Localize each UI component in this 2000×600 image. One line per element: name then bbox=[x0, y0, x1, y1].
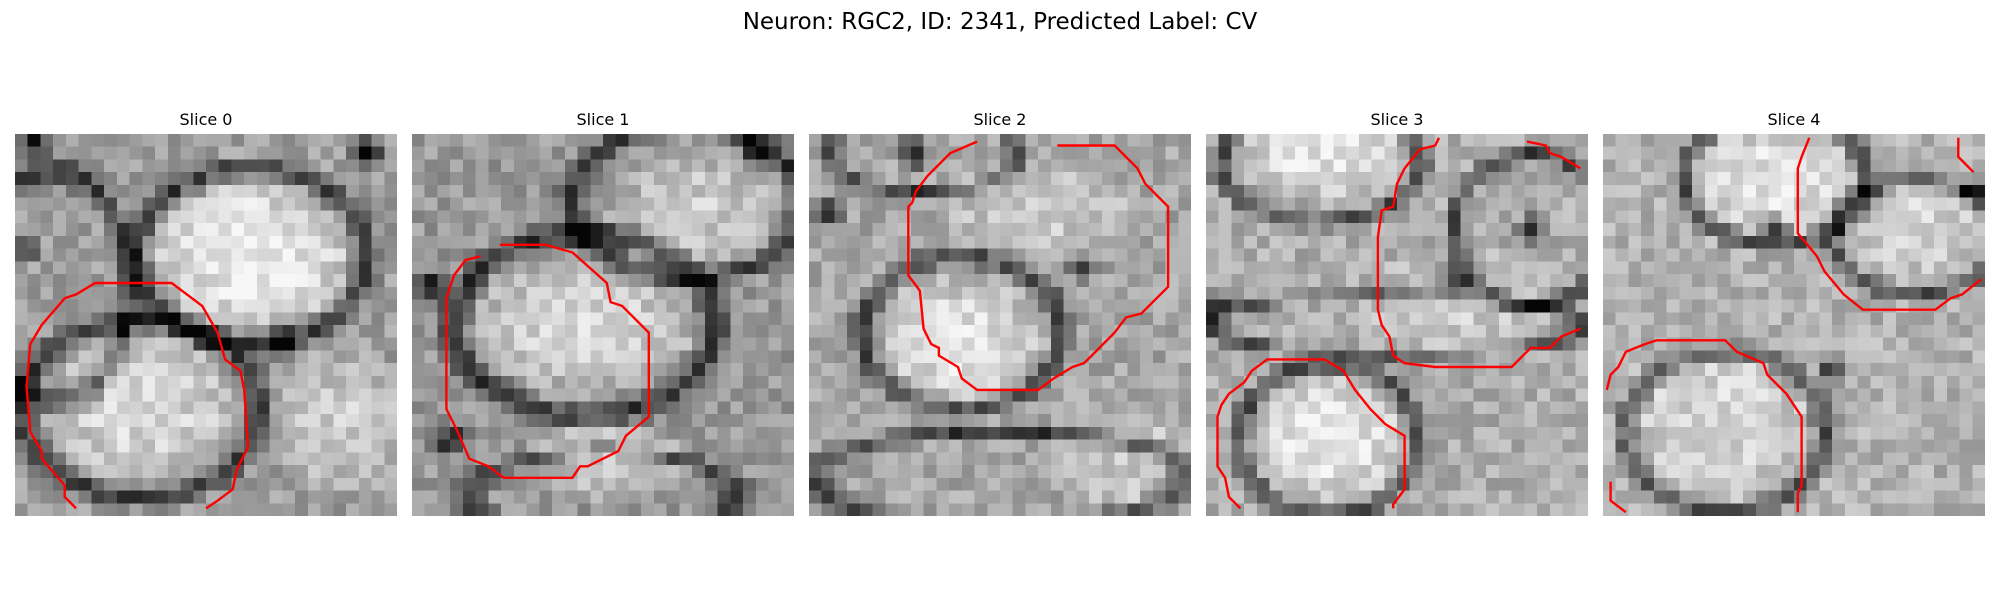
segmentation-contour bbox=[25, 281, 250, 510]
segmentation-contour bbox=[1526, 140, 1582, 170]
slice-title: Slice 2 bbox=[973, 110, 1027, 129]
slice-panel-3: Slice 3 bbox=[1206, 110, 1588, 516]
slice-image bbox=[15, 134, 397, 516]
segmentation-contour bbox=[1609, 481, 1627, 514]
slice-image bbox=[809, 134, 1191, 516]
grayscale-pixels bbox=[412, 134, 794, 516]
segmentation-contour bbox=[907, 140, 1170, 392]
slice-panel-2: Slice 2 bbox=[809, 110, 1191, 516]
slice-panel-0: Slice 0 bbox=[15, 110, 397, 516]
segmentation-contour bbox=[1605, 339, 1803, 513]
segmentation-contour bbox=[1957, 137, 1975, 174]
slice-panel-1: Slice 1 bbox=[412, 110, 794, 516]
segmentation-contour bbox=[1376, 137, 1581, 369]
segmentation-contour bbox=[1216, 358, 1406, 510]
grayscale-pixels bbox=[1603, 134, 1985, 516]
slice-image bbox=[412, 134, 794, 516]
slice-title: Slice 4 bbox=[1767, 110, 1821, 129]
slice-image bbox=[1206, 134, 1588, 516]
slice-panel-4: Slice 4 bbox=[1603, 110, 1985, 516]
segmentation-contour bbox=[1796, 137, 1982, 311]
slice-image bbox=[1603, 134, 1985, 516]
grayscale-pixels bbox=[809, 134, 1191, 516]
segmentation-contour bbox=[445, 243, 651, 479]
figure-title: Neuron: RGC2, ID: 2341, Predicted Label:… bbox=[742, 9, 1258, 35]
grayscale-pixels bbox=[15, 134, 397, 516]
slice-title: Slice 1 bbox=[576, 110, 630, 129]
slice-title: Slice 3 bbox=[1370, 110, 1424, 129]
slice-title: Slice 0 bbox=[179, 110, 233, 129]
grayscale-pixels bbox=[1206, 134, 1588, 516]
